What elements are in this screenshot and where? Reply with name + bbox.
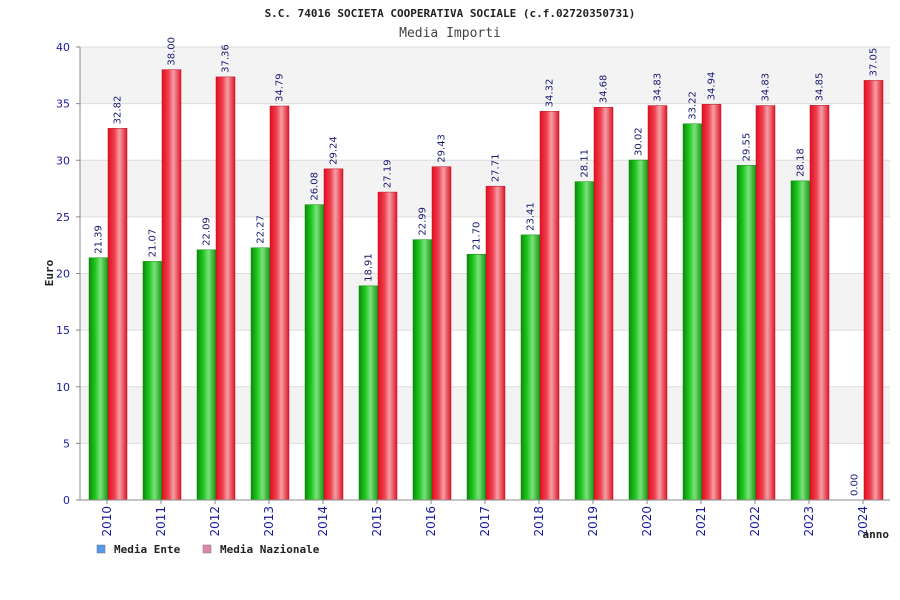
- data-label: 34.32: [545, 79, 556, 108]
- bar-nazionale: [215, 76, 236, 501]
- bar-ente: [304, 204, 325, 501]
- data-label: 23.41: [526, 202, 537, 231]
- legend-label: Media Ente: [114, 543, 181, 556]
- data-label: 34.83: [653, 73, 664, 102]
- bar-ente: [790, 180, 811, 501]
- data-label: 34.94: [707, 72, 718, 101]
- data-label: 34.79: [275, 73, 286, 102]
- bar-ente: [196, 249, 217, 501]
- x-ticks-group: 2010 2011 2012 2013 2014 2015 2016 2017 2018 2019…: [100, 500, 870, 537]
- bar-nazionale: [809, 105, 830, 501]
- data-label: 29.43: [437, 134, 448, 163]
- legend-swatch: [202, 544, 212, 554]
- x-tick-label: 2019: [586, 506, 600, 537]
- bar-ente: [466, 253, 487, 501]
- data-label: 22.27: [256, 215, 267, 244]
- data-label: 27.19: [383, 159, 394, 188]
- bar-ente: [88, 257, 109, 501]
- x-tick-label: 2015: [370, 506, 384, 537]
- y-axis-label: Euro: [43, 259, 56, 286]
- data-label: 0.00: [850, 474, 861, 496]
- bar-nazionale: [755, 105, 776, 501]
- bar-ente: [628, 159, 649, 501]
- y-tick-label: 25: [56, 211, 70, 224]
- x-tick-label: 2023: [802, 506, 816, 537]
- bar-nazionale: [701, 104, 722, 501]
- data-label: 21.39: [94, 225, 105, 254]
- y-tick-label: 40: [56, 41, 70, 54]
- data-label: 22.99: [418, 207, 429, 236]
- chart-subtitle: Media Importi: [399, 26, 501, 41]
- bar-nazionale: [647, 105, 668, 501]
- bar-nazionale: [107, 128, 128, 501]
- y-tick-label: 10: [56, 381, 70, 394]
- legend-swatch: [96, 544, 106, 554]
- bar-nazionale: [485, 185, 506, 501]
- y-tick-label: 5: [63, 437, 70, 450]
- bar-ente: [682, 123, 703, 501]
- data-label: 29.24: [329, 136, 340, 165]
- legend: Media Ente Media Nazionale: [96, 543, 320, 556]
- x-tick-label: 2022: [748, 506, 762, 537]
- y-tick-label: 20: [56, 268, 70, 281]
- bar-nazionale: [593, 106, 614, 501]
- y-tick-label: 30: [56, 154, 70, 167]
- bar-ente: [250, 247, 271, 501]
- data-label: 34.68: [599, 75, 610, 104]
- data-label: 37.36: [221, 44, 232, 73]
- bar-ente: [358, 285, 379, 501]
- data-label: 34.85: [815, 73, 826, 102]
- bar-nazionale: [539, 111, 560, 501]
- x-tick-label: 2013: [262, 506, 276, 537]
- x-tick-label: 2024: [856, 506, 870, 537]
- bar-ente: [412, 239, 433, 501]
- x-tick-label: 2020: [640, 506, 654, 537]
- data-label: 37.05: [869, 48, 880, 77]
- bar-ente: [142, 261, 163, 501]
- x-tick-label: 2018: [532, 506, 546, 537]
- bar-nazionale: [269, 105, 290, 501]
- chart-title: S.C. 74016 SOCIETA COOPERATIVA SOCIALE (…: [265, 7, 636, 20]
- y-tick-label: 15: [56, 324, 70, 337]
- x-tick-label: 2012: [208, 506, 222, 537]
- data-label: 38.00: [167, 37, 178, 66]
- data-label: 21.70: [472, 222, 483, 251]
- bars-group: [88, 69, 884, 501]
- data-label: 27.71: [491, 154, 502, 183]
- bar-nazionale: [377, 191, 398, 501]
- x-tick-label: 2017: [478, 506, 492, 537]
- data-label: 22.09: [202, 217, 213, 246]
- x-tick-label: 2014: [316, 506, 330, 537]
- legend-label: Media Nazionale: [220, 543, 320, 556]
- data-label: 28.18: [796, 148, 807, 177]
- data-label: 28.11: [580, 149, 591, 178]
- data-label: 32.82: [113, 96, 124, 125]
- data-label: 34.83: [761, 73, 772, 102]
- x-tick-label: 2011: [154, 506, 168, 537]
- bar-ente: [520, 234, 541, 501]
- bar-ente: [736, 165, 757, 501]
- data-label: 26.08: [310, 172, 321, 201]
- x-axis-label: anno: [863, 528, 890, 541]
- data-label: 21.07: [148, 229, 159, 258]
- bar-nazionale: [323, 168, 344, 501]
- y-ticks-group: 0 5 10 15 20 25 30 35 40: [56, 41, 80, 507]
- data-label: 18.91: [364, 253, 375, 282]
- y-tick-label: 35: [56, 98, 70, 111]
- x-tick-label: 2021: [694, 506, 708, 537]
- plot-band: [80, 103, 890, 161]
- data-label: 30.02: [634, 127, 645, 156]
- plot-band: [80, 47, 890, 104]
- bar-nazionale: [161, 69, 182, 501]
- data-label: 29.55: [742, 133, 753, 162]
- bar-nazionale: [863, 80, 884, 501]
- x-tick-label: 2010: [100, 506, 114, 537]
- x-tick-label: 2016: [424, 506, 438, 537]
- bar-nazionale: [431, 166, 452, 501]
- bar-ente: [574, 181, 595, 501]
- y-tick-label: 0: [63, 494, 70, 507]
- data-labels-group: 21.39 21.07 22.09 22.27 26.08 18.91 22.99 21.70…: [94, 37, 880, 496]
- data-label: 33.22: [688, 91, 699, 120]
